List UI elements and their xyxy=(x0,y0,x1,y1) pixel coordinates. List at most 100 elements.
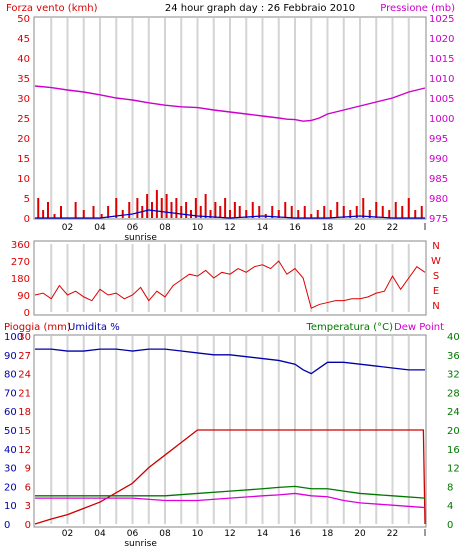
pressure-ytick-1010: 1010 xyxy=(429,74,454,85)
pressure-ytick-1000: 1000 xyxy=(429,114,454,125)
temperature-line xyxy=(35,485,426,499)
humidity-ytick-40: 40 xyxy=(4,445,17,456)
humidity-line xyxy=(35,348,425,375)
rain-ytick-30: 30 xyxy=(18,332,31,343)
rain-ytick-0: 0 xyxy=(25,520,31,531)
wind-ytick-40: 40 xyxy=(17,54,30,65)
compass-letter-2: S xyxy=(433,271,439,282)
panel3-xtick-22: 22 xyxy=(387,529,398,539)
panel3-xtick-16: 16 xyxy=(289,529,301,539)
humidity-ytick-100: 100 xyxy=(4,332,23,343)
panel3-xtick-14: 14 xyxy=(257,529,269,539)
humidity-ytick-0: 0 xyxy=(4,520,10,531)
temperature-ytick-4: 4 xyxy=(447,501,453,512)
rain-ytick-27: 27 xyxy=(18,351,31,362)
humidity-ytick-90: 90 xyxy=(4,351,17,362)
temperature-ytick-36: 36 xyxy=(447,351,460,362)
pressure-ytick-1025: 1025 xyxy=(429,14,454,25)
panel1-xtick-02: 02 xyxy=(62,223,73,233)
temperature-ytick-8: 8 xyxy=(447,482,453,493)
temperature-ytick-28: 28 xyxy=(447,388,460,399)
panel1-sunrise-label: sunrise xyxy=(124,233,157,243)
rain-ytick-6: 6 xyxy=(25,482,31,493)
humidity-ytick-20: 20 xyxy=(4,482,17,493)
pressure-ytick-980: 980 xyxy=(429,194,448,205)
wind-axis-title: Forza vento (kmh) xyxy=(6,3,98,14)
chart-title: 24 hour graph day : 26 Febbraio 2010 xyxy=(165,3,355,14)
panel3-xtick-02: 02 xyxy=(62,529,73,539)
humidity-ytick-10: 10 xyxy=(4,501,17,512)
compass-letter-3: E xyxy=(433,286,439,297)
humidity-ytick-50: 50 xyxy=(4,426,17,437)
panel3-xtick-20: 20 xyxy=(354,529,366,539)
panel3-xtick-18: 18 xyxy=(322,529,334,539)
rain-ytick-12: 12 xyxy=(18,445,31,456)
panel1-xtick-04: 04 xyxy=(94,223,106,233)
panel1-xtick-l: l xyxy=(424,223,427,233)
panel3-xtick-12: 12 xyxy=(224,529,235,539)
direction-ytick-270: 270 xyxy=(11,257,30,268)
panel1-xtick-22: 22 xyxy=(387,223,398,233)
direction-ytick-360: 360 xyxy=(11,240,30,251)
direction-ytick-0: 0 xyxy=(24,308,30,319)
temperature-ytick-32: 32 xyxy=(447,370,460,381)
rain-ytick-21: 21 xyxy=(18,388,31,399)
pressure-ytick-975: 975 xyxy=(429,214,448,225)
panel1-xtick-16: 16 xyxy=(289,223,301,233)
rain-line xyxy=(34,429,426,525)
temperature-ytick-20: 20 xyxy=(447,426,460,437)
pressure-ytick-985: 985 xyxy=(429,174,448,185)
panel3-xtick-10: 10 xyxy=(192,529,204,539)
panel3-xtick-08: 08 xyxy=(159,529,171,539)
pressure-ytick-995: 995 xyxy=(429,134,448,145)
rain-axis-title: Pioggia (mm) xyxy=(4,322,71,333)
pressure-ytick-1005: 1005 xyxy=(429,94,454,105)
wind-ytick-5: 5 xyxy=(24,194,30,205)
panel3-sunrise-label: sunrise xyxy=(124,539,157,549)
wind-ytick-35: 35 xyxy=(17,74,30,85)
temperature-ytick-24: 24 xyxy=(447,407,460,418)
panel1-xtick-20: 20 xyxy=(354,223,366,233)
panel3-xtick-04: 04 xyxy=(94,529,106,539)
pressure-axis-title: Pressione (mb) xyxy=(380,3,455,14)
humidity-ytick-80: 80 xyxy=(4,370,17,381)
panel3-xtick-06: 06 xyxy=(127,529,139,539)
temperature-ytick-12: 12 xyxy=(447,464,460,475)
humidity-ytick-70: 70 xyxy=(4,388,17,399)
pressure-ytick-1020: 1020 xyxy=(429,34,454,45)
wind-ytick-30: 30 xyxy=(17,94,30,105)
pressure-line xyxy=(34,85,426,122)
compass-letter-1: W xyxy=(431,256,441,267)
rain-ytick-24: 24 xyxy=(18,370,31,381)
compass-letter-0: N xyxy=(432,241,439,252)
rain-ytick-3: 3 xyxy=(25,501,31,512)
wind-ytick-15: 15 xyxy=(17,154,30,165)
temperature-ytick-40: 40 xyxy=(447,332,460,343)
wind-ytick-25: 25 xyxy=(17,114,30,125)
wind-ytick-50: 50 xyxy=(17,14,30,25)
humidity-ytick-60: 60 xyxy=(4,407,17,418)
wind-ytick-45: 45 xyxy=(17,34,30,45)
panel1-xtick-08: 08 xyxy=(159,223,171,233)
temperature-ytick-0: 0 xyxy=(447,520,453,531)
panel1-xtick-18: 18 xyxy=(322,223,334,233)
dewpoint-line xyxy=(35,492,426,509)
direction-ytick-180: 180 xyxy=(11,274,30,285)
temperature-ytick-16: 16 xyxy=(447,445,460,456)
panel1-xtick-10: 10 xyxy=(192,223,204,233)
humidity-axis-title: Umidita % xyxy=(68,322,120,333)
panel1-xtick-06: 06 xyxy=(127,223,139,233)
pressure-ytick-990: 990 xyxy=(429,154,448,165)
pressure-ytick-1015: 1015 xyxy=(429,54,454,65)
wind-ytick-10: 10 xyxy=(17,174,30,185)
direction-ytick-90: 90 xyxy=(17,291,30,302)
wind-ytick-20: 20 xyxy=(17,134,30,145)
panel1-xtick-14: 14 xyxy=(257,223,269,233)
rain-ytick-18: 18 xyxy=(18,407,31,418)
wind-direction-line xyxy=(34,260,426,309)
wind-ytick-0: 0 xyxy=(24,214,30,225)
avg-wind-line xyxy=(35,209,425,219)
panel1-xtick-12: 12 xyxy=(224,223,235,233)
chart-marks: 0510152025303540455097598098599099510001… xyxy=(4,14,460,549)
